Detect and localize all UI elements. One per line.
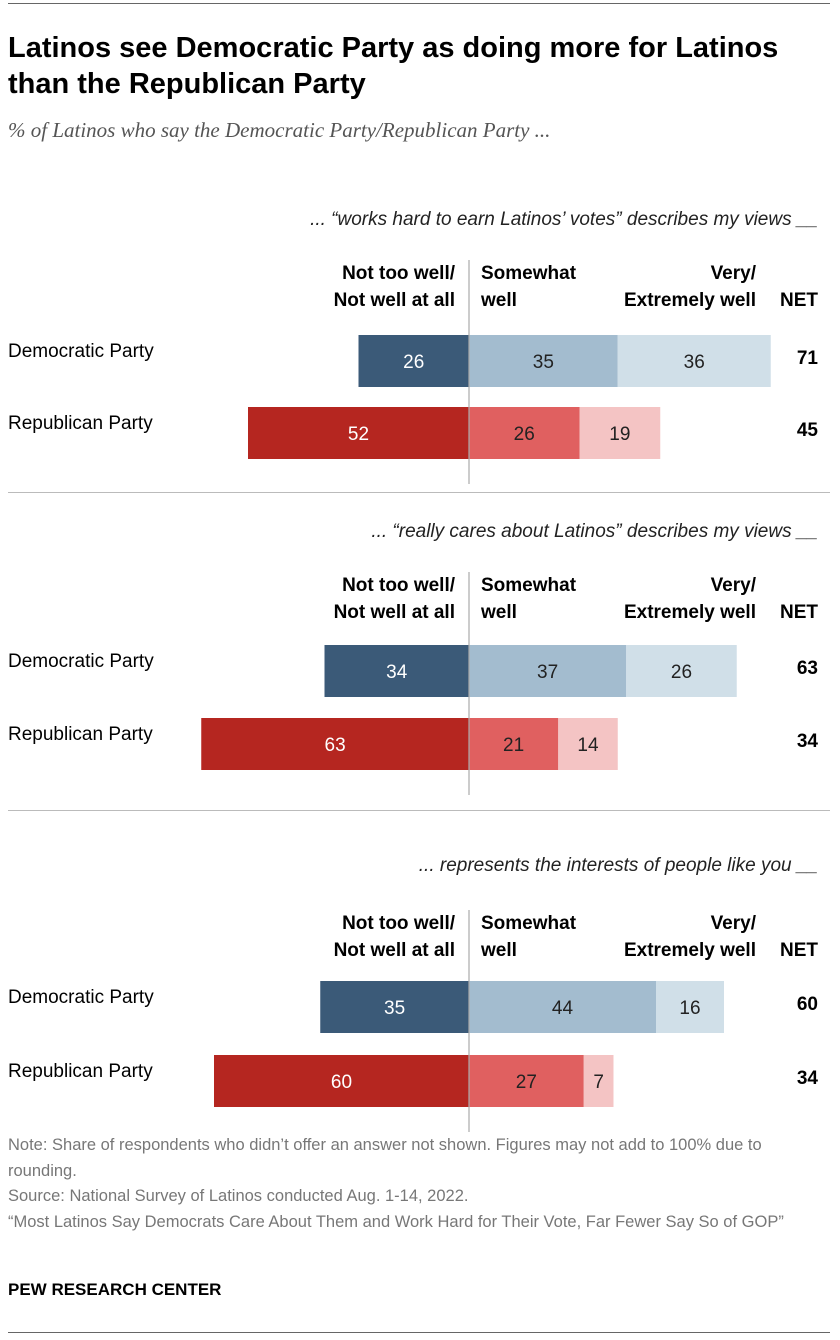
column-header-net: NET	[780, 290, 818, 311]
column-header-very: Very/Extremely well	[623, 913, 756, 961]
bar-very	[583, 1055, 614, 1107]
bar-somewhat	[469, 981, 656, 1033]
data-label-very: 7	[593, 1072, 604, 1093]
bar-not_well	[358, 335, 469, 387]
row-label: Republican Party	[8, 1061, 153, 1082]
panel-title: ... “really cares about Latinos” describ…	[371, 521, 818, 542]
data-label-not_well: 63	[325, 735, 346, 756]
row-label: Republican Party	[8, 413, 153, 434]
column-header-somewhat: Somewhat well	[481, 575, 577, 623]
column-header-somewhat: Somewhat well	[481, 263, 577, 311]
data-label-not_well: 34	[386, 662, 408, 683]
bar-somewhat	[469, 645, 627, 697]
data-label-somewhat: 44	[552, 998, 574, 1019]
bottom-rule	[8, 1332, 830, 1333]
bar-not_well	[324, 645, 469, 697]
bar-very	[626, 645, 737, 697]
data-label-not_well: 52	[348, 424, 369, 445]
column-header-not-well: Not too well/Not well at all	[333, 263, 455, 311]
data-label-very: 16	[679, 998, 700, 1019]
note-text: Note: Share of respondents who didn’t of…	[8, 1136, 762, 1180]
top-rule	[8, 3, 830, 4]
column-header-very: Very/Extremely well	[623, 263, 756, 311]
bar-somewhat	[469, 407, 580, 459]
data-label-not_well: 60	[331, 1072, 352, 1093]
bar-very	[579, 407, 661, 459]
footer-notes: Note: Share of respondents who didn’t of…	[8, 1133, 823, 1235]
column-header-somewhat: Somewhat well	[481, 913, 577, 961]
net-value: 34	[796, 1068, 818, 1089]
data-label-very: 36	[684, 352, 705, 373]
bar-somewhat	[469, 335, 618, 387]
row-label: Democratic Party	[8, 341, 154, 362]
row-label: Democratic Party	[8, 987, 154, 1008]
data-label-somewhat: 21	[503, 735, 524, 756]
data-label-somewhat: 35	[533, 352, 554, 373]
data-label-somewhat: 37	[537, 662, 558, 683]
net-value: 45	[796, 420, 818, 441]
net-value: 63	[796, 658, 818, 679]
data-label-somewhat: 26	[514, 424, 535, 445]
column-header-net: NET	[780, 940, 818, 961]
bar-somewhat	[469, 1055, 584, 1107]
chart-subtitle: % of Latinos who say the Democratic Part…	[8, 118, 551, 142]
chart-title: Latinos see Democratic Party as doing mo…	[8, 32, 779, 100]
column-header-not-well: Not too well/Not well at all	[333, 575, 455, 623]
bar-not_well	[248, 407, 469, 459]
data-label-not_well: 35	[384, 998, 405, 1019]
column-header-very: Very/Extremely well	[623, 575, 756, 623]
brand-logo-text: PEW RESEARCH CENTER	[8, 1280, 222, 1299]
data-label-very: 19	[609, 424, 630, 445]
column-header-not-well: Not too well/Not well at all	[333, 913, 455, 961]
net-value: 60	[796, 994, 818, 1015]
data-label-somewhat: 27	[516, 1072, 537, 1093]
data-label-not_well: 26	[403, 352, 424, 373]
bar-very	[617, 335, 771, 387]
report-title: “Most Latinos Say Democrats Care About T…	[8, 1212, 784, 1231]
bar-very	[656, 981, 724, 1033]
data-label-very: 14	[577, 735, 599, 756]
bar-somewhat	[469, 718, 559, 770]
data-label-very: 26	[671, 662, 692, 683]
row-label: Democratic Party	[8, 651, 154, 672]
panel-title: ... “works hard to earn Latinos’ votes” …	[310, 209, 818, 230]
net-value: 34	[796, 731, 818, 752]
bar-not_well	[320, 981, 469, 1033]
panel-title: ... represents the interests of people l…	[418, 855, 818, 876]
source-text: Source: National Survey of Latinos condu…	[8, 1187, 469, 1205]
bar-not_well	[214, 1055, 469, 1107]
bar-very	[558, 718, 618, 770]
panel-divider	[8, 492, 830, 493]
column-header-net: NET	[780, 602, 818, 623]
row-label: Republican Party	[8, 724, 153, 745]
net-value: 71	[796, 348, 818, 369]
panel-divider	[8, 810, 830, 811]
bar-not_well	[201, 718, 469, 770]
